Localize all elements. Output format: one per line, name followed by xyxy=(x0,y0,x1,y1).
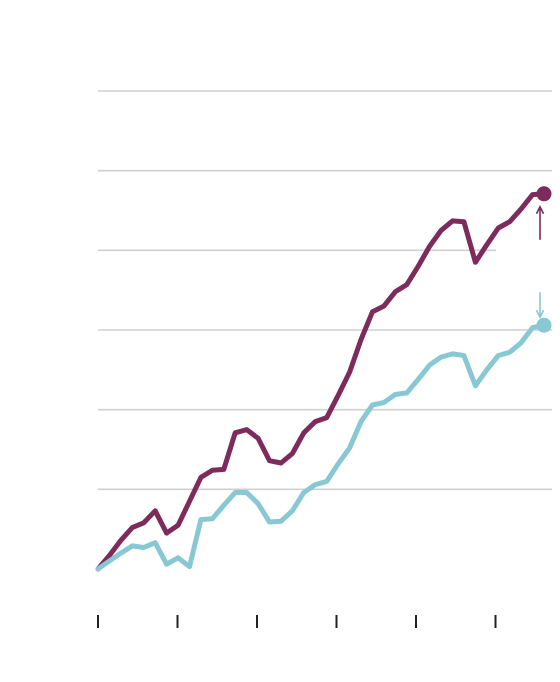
arrow-head xyxy=(535,204,545,215)
series-line-1 xyxy=(95,191,547,572)
end-markers xyxy=(535,186,552,333)
series-group xyxy=(95,191,547,572)
series-end-arrow-2 xyxy=(535,292,545,320)
arrow-head xyxy=(535,309,545,320)
series-end-marker-2 xyxy=(536,317,552,333)
x-axis xyxy=(97,615,497,628)
series-end-marker-1 xyxy=(536,186,552,202)
gridlines xyxy=(98,90,552,491)
series-end-arrow-1 xyxy=(535,204,545,240)
series-line-2 xyxy=(95,322,547,572)
